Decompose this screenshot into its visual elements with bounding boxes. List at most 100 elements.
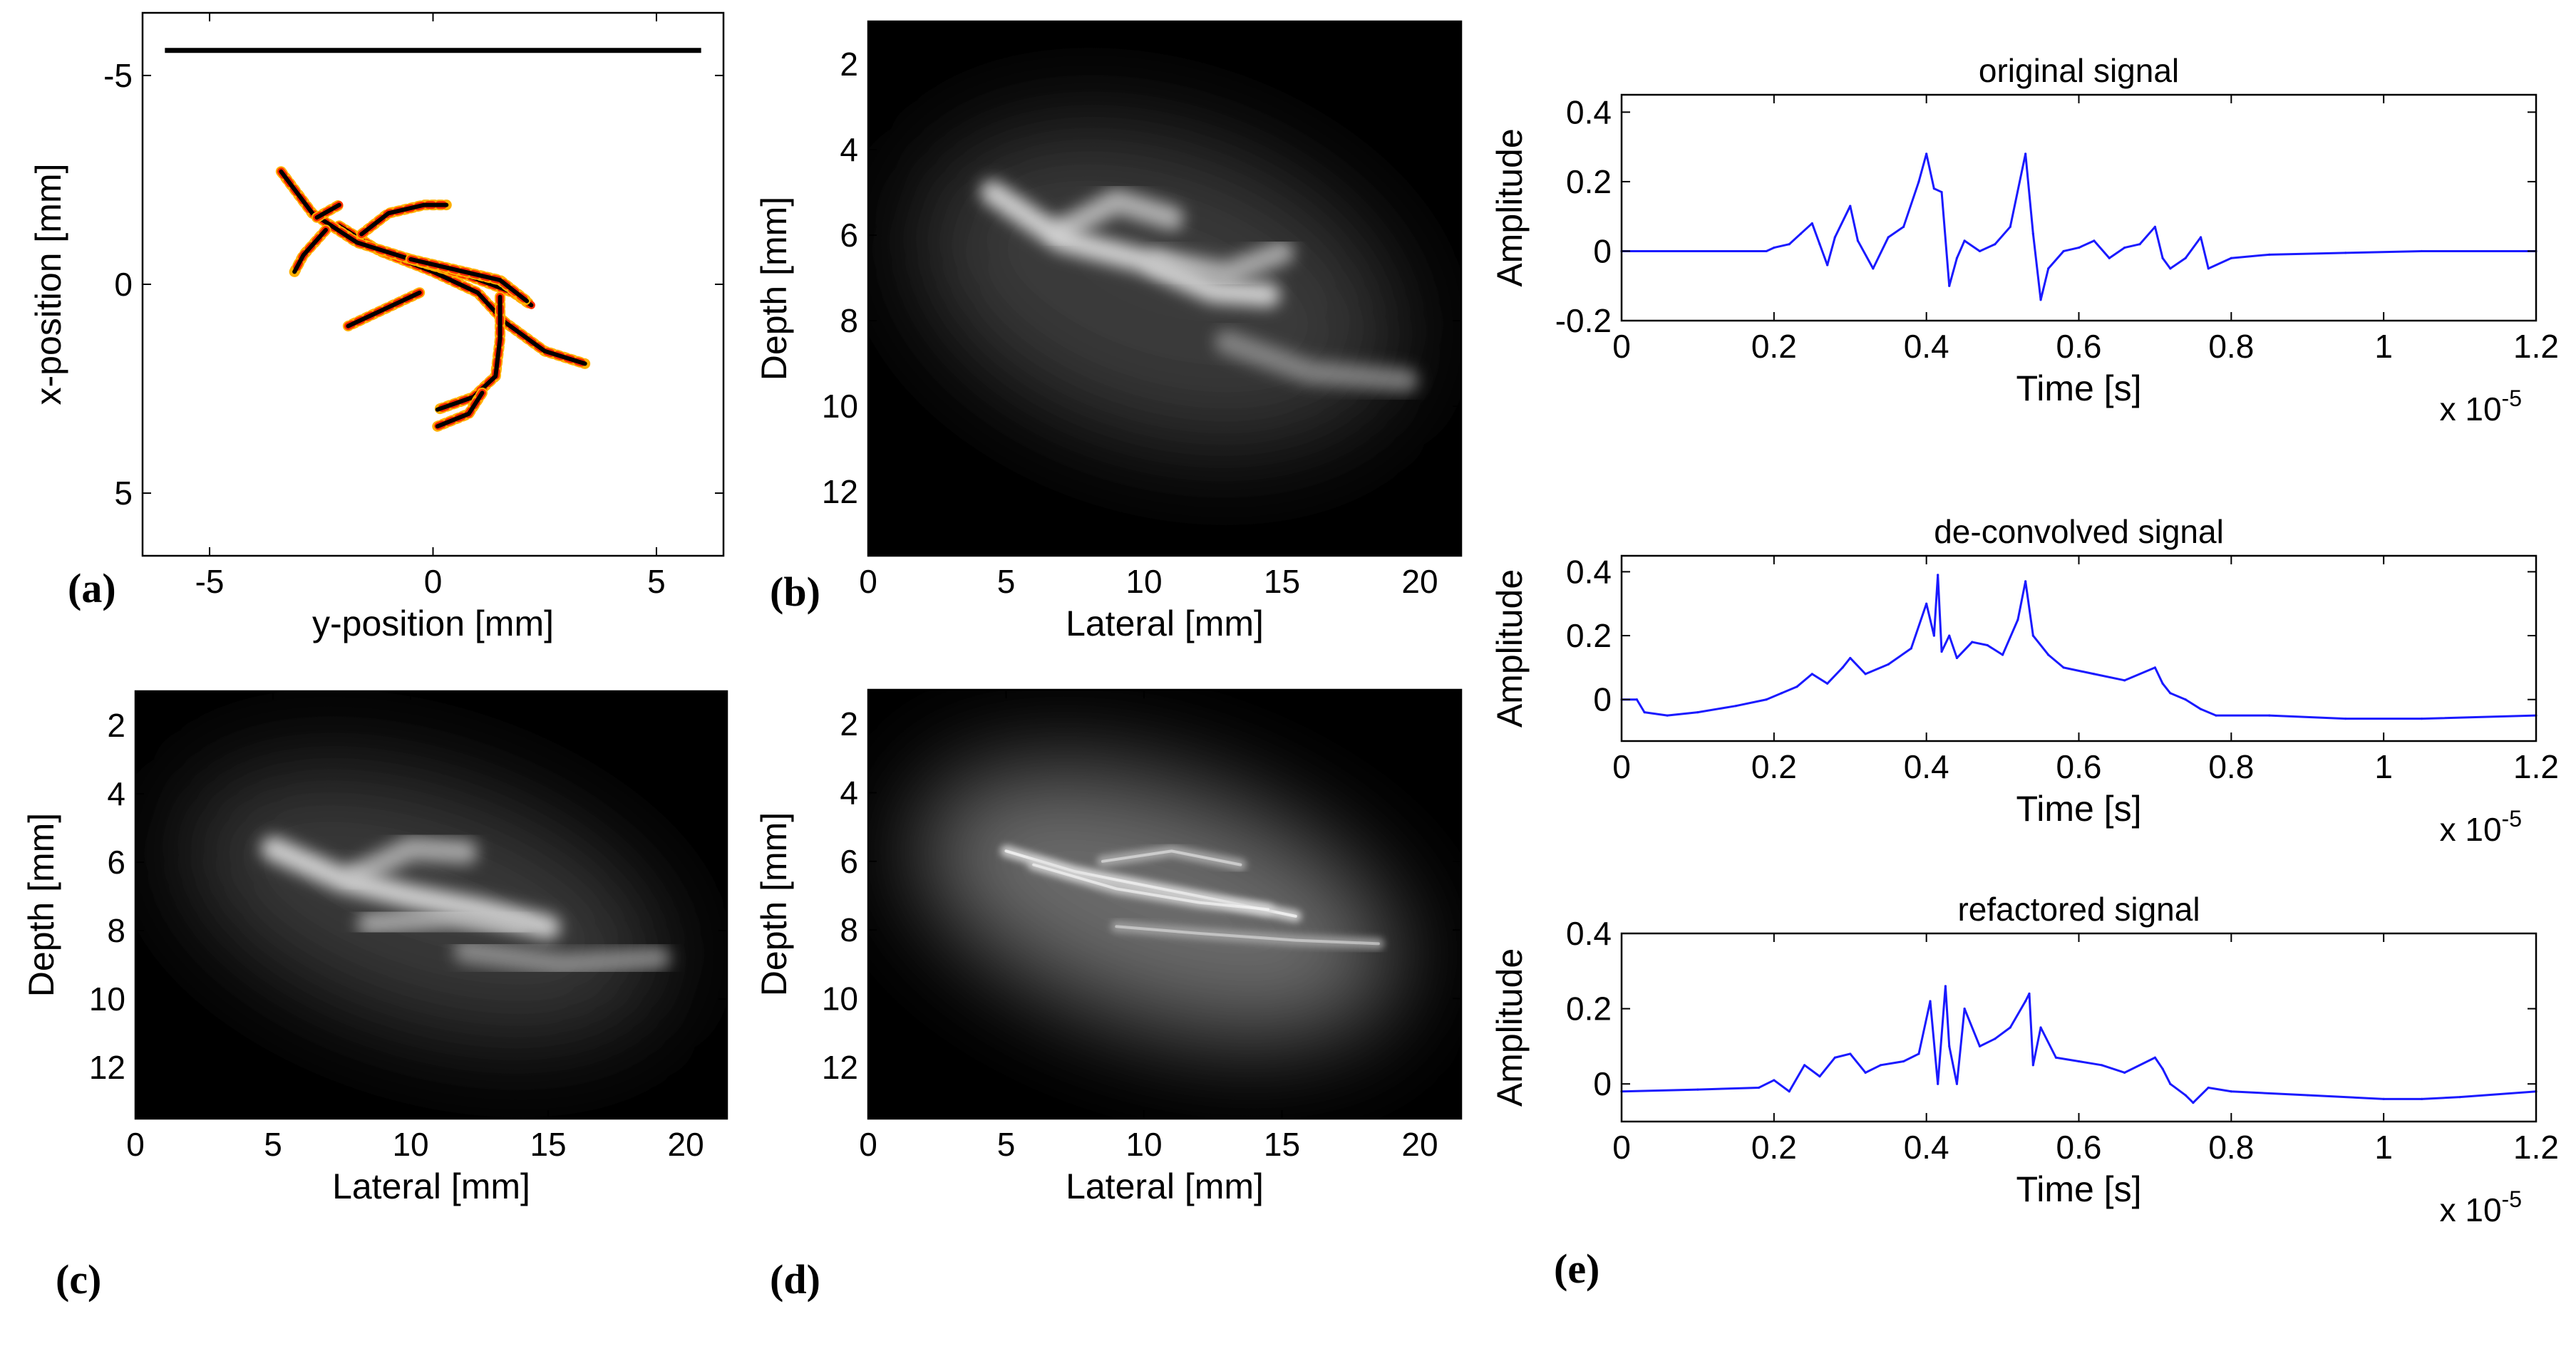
data-point (1757, 1086, 1761, 1089)
x-axis-label: Lateral [mm] (1066, 604, 1264, 643)
bright-structure (343, 836, 478, 889)
signal-plot-e3: 0 0.2 0.4 0.6 0.8 1 1.2 0 0.2 0.4 Time [s] Amplitud… (1490, 891, 2559, 1292)
data-point (2031, 1064, 2034, 1067)
x-tick-label: 1 (2374, 328, 2393, 365)
data-point (2028, 992, 2031, 995)
bright-filament (1101, 849, 1242, 866)
vessel-map-panel: -5 0 5 -5 0 5 y-position [mm] x-position [mm] (a… (29, 11, 725, 643)
data-point (2039, 299, 2042, 301)
x-tick-label: 20 (1401, 1126, 1438, 1163)
bright-structure (1096, 845, 1247, 871)
data-point (2306, 1094, 2309, 1097)
x-tick-label: 0 (859, 1126, 877, 1163)
data-point (2031, 232, 2034, 235)
data-point (2207, 267, 2210, 270)
x-multiplier-exponent: -5 (2502, 385, 2522, 411)
x-tick-label: 5 (647, 563, 666, 600)
y-tick-label: 0.2 (1566, 163, 1612, 200)
data-point (2062, 666, 2065, 669)
data-point (1810, 673, 1813, 675)
x-tick-label: 0.4 (1904, 328, 1949, 365)
data-point (1643, 711, 1646, 714)
data-point (2054, 1056, 2058, 1059)
data-point (1818, 1075, 1821, 1078)
data-point (2077, 1060, 2081, 1063)
data-point (2024, 580, 2027, 583)
data-point (2009, 225, 2011, 228)
x-tick-label: 15 (530, 1126, 566, 1163)
data-point (1955, 656, 1959, 660)
y-tick-label: 5 (114, 475, 133, 512)
panel-label: (e) (1554, 1246, 1599, 1292)
data-point (1963, 239, 1966, 242)
data-point (2024, 152, 2027, 155)
panel-label: (b) (770, 569, 820, 615)
x-tick-label: 0 (859, 563, 877, 600)
x-tick-label: 1.2 (2513, 1129, 2559, 1166)
data-point (1910, 647, 1912, 650)
data-point (1944, 985, 1947, 988)
data-point (2421, 1097, 2423, 1100)
data-point (1826, 682, 1829, 685)
x-tick-label: 1 (2374, 748, 2393, 785)
data-point (1696, 1088, 1699, 1091)
data-point (1940, 650, 1943, 653)
data-point (2161, 257, 2164, 259)
x-tick-label: 0 (126, 1126, 145, 1163)
data-point (1666, 714, 1669, 717)
data-point (2009, 1026, 2011, 1029)
plot-frame (141, 11, 725, 557)
y-tick-label: 8 (840, 302, 858, 339)
data-point (2077, 246, 2081, 249)
y-axis-label: Amplitude (1490, 128, 1530, 286)
data-point (2047, 267, 2050, 270)
data-point (1849, 205, 1852, 207)
data-point (1796, 685, 1798, 688)
y-tick-label: 8 (840, 911, 858, 948)
data-point (1841, 666, 1844, 669)
data-point (1803, 1064, 1806, 1067)
data-point (2123, 246, 2126, 249)
data-point (1849, 656, 1852, 660)
panel-label: (d) (770, 1256, 820, 1303)
data-point (1994, 1037, 1997, 1040)
data-point (1917, 1052, 1920, 1055)
y-axis-label: Depth [mm] (21, 813, 61, 997)
data-point (1773, 1079, 1776, 1082)
x-axis-label: Time [s] (2016, 1169, 2142, 1209)
y-axis-label: Depth [mm] (754, 812, 794, 996)
data-point (1929, 1000, 1932, 1003)
image-content (185, 765, 671, 1041)
x-tick-label: 10 (1125, 1126, 1162, 1163)
data-point (2184, 1094, 2187, 1097)
y-tick-label: -0.2 (1555, 302, 1612, 339)
y-tick-label: 4 (840, 774, 858, 811)
series-line-de-convolved (1622, 574, 2537, 720)
data-point (1788, 1090, 1791, 1093)
data-point (2344, 718, 2347, 720)
y-axis-label: Amplitude (1490, 569, 1530, 728)
x-multiplier-label: x 10-5 (2440, 806, 2522, 848)
x-multiplier-label: x 10-5 (2440, 385, 2522, 428)
x-tick-label: 0 (424, 563, 443, 600)
data-point (2169, 1082, 2172, 1085)
data-point (2031, 634, 2034, 637)
plot-background (1622, 933, 2536, 1122)
y-axis-label: x-position [mm] (29, 164, 68, 405)
data-point (2153, 666, 2157, 669)
data-point (1978, 249, 1982, 253)
data-point (1925, 152, 1928, 155)
data-point (2184, 257, 2187, 259)
y-tick-label: 2 (840, 46, 858, 83)
data-point (2153, 1056, 2157, 1059)
x-axis-label: Lateral [mm] (332, 1166, 530, 1206)
y-tick-label: 10 (822, 980, 858, 1017)
x-tick-label: 0 (1612, 748, 1631, 785)
x-tick-label: 10 (1125, 563, 1162, 600)
data-point (1788, 243, 1791, 246)
bright-structure (1215, 330, 1418, 393)
pa-image-panel-c: 0 5 10 15 20 2 4 6 8 10 12 Lateral [mm] Depth [mm] (c… (21, 690, 728, 1303)
data-point (1696, 711, 1699, 714)
data-point (1955, 1082, 1959, 1085)
